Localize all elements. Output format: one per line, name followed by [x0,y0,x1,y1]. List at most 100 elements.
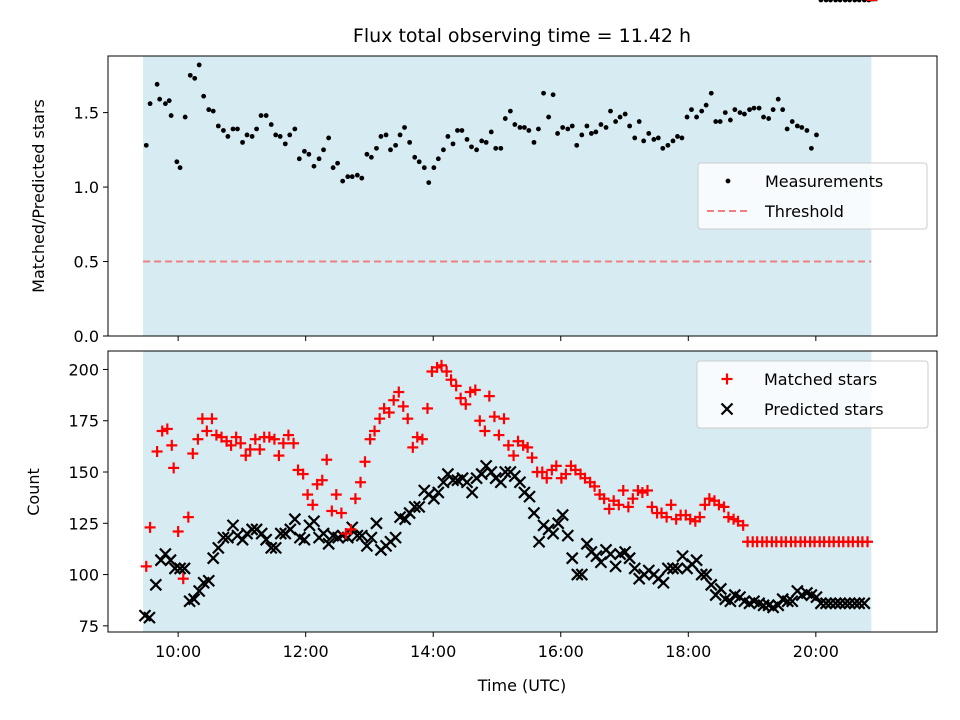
predicted-point [432,486,445,499]
measurement-point [814,132,819,138]
measurement-point [235,126,240,132]
measurement-point [450,141,456,147]
matched-point [627,493,639,505]
matched-point [483,390,495,402]
matched-point [345,523,357,535]
matched-point [355,476,367,488]
predicted-point [307,514,321,528]
matched-point [536,466,548,478]
bottom-y-tick-label: 125 [68,514,99,533]
predicted-point [245,523,259,536]
predicted-point [781,594,795,608]
measurement-point [613,119,619,124]
predicted-point [618,545,632,559]
predicted-point [704,578,718,592]
predicted-point [168,562,182,575]
measurement-point [603,125,609,130]
predicted-point [575,568,589,581]
measurement-point [818,0,824,3]
matched-point [436,359,448,371]
measurement-point [617,114,623,120]
matched-point [718,501,730,513]
top-panel: 0.0 0.5 1.0 1.5 Matched/Predicted stars Mea… [29,0,938,346]
measurement-point [254,126,259,132]
bottom-y-tick-label: 200 [68,360,99,379]
matched-point [397,400,409,412]
matched-point [550,460,562,472]
predicted-point [192,584,206,598]
matched-point [201,425,213,437]
predicted-point [561,529,575,542]
predicted-point [288,512,302,526]
matched-point [603,503,615,515]
measurement-point [282,141,288,147]
matched-point [206,413,218,425]
measurement-point [833,0,839,3]
matched-point [411,431,423,443]
predicted-point [298,533,311,546]
predicted-point [604,547,617,561]
matched-point [737,519,749,531]
measurement-point [713,119,719,124]
top-y-axis: 0.0 0.5 1.0 1.5 [74,104,108,346]
measurement-point [268,122,274,127]
matched-point [192,433,204,445]
measurement-point [306,151,312,157]
matched-point [235,437,247,449]
predicted-point [810,590,823,604]
measurement-point [665,142,671,148]
predicted-point [484,465,498,479]
predicted-point [590,549,603,563]
predicted-point [355,529,369,542]
predicted-point [623,551,636,565]
matched-point [166,439,178,451]
measurement-point [636,119,642,124]
matched-point [508,450,520,462]
measurement-point [598,122,604,127]
measurement-point [708,90,714,96]
predicted-point [666,562,680,575]
measurement-point [660,145,666,151]
predicted-point [217,531,230,544]
measurement-point [560,125,566,130]
measurement-point [531,139,537,145]
predicted-point [499,465,512,479]
bottom-plot-frame [107,350,938,633]
measurement-point [780,107,786,113]
measurement-point [789,119,795,124]
measurement-point [852,0,858,3]
matched-point [416,433,428,445]
predicted-point [814,597,828,610]
measurement-point [684,114,690,120]
matched-point [402,413,414,425]
predicted-point [412,500,426,514]
predicted-point [565,551,579,565]
measurement-point [426,180,432,185]
predicted-point [628,562,642,575]
matched-point [474,415,486,427]
measurement-point [302,148,307,154]
measurement-point [842,0,848,3]
matched-point [140,560,152,572]
matched-point [488,411,500,423]
matched-point [307,499,319,511]
measurement-point [225,134,231,139]
matched-point [349,493,361,505]
matched-point [598,493,610,505]
measurement-point [154,81,160,87]
measurement-point [584,123,590,129]
predicted-point [149,578,163,592]
measurement-point [287,132,293,138]
predicted-point [460,475,474,489]
measurement-point [221,128,226,133]
measurement-point [162,101,168,107]
bottom-y-tick-label: 75 [79,617,99,636]
matched-point [450,380,462,392]
measurement-point [340,178,346,184]
measurement-point [517,125,523,130]
predicted-point [264,541,278,555]
matched-point [684,513,696,525]
measurement-point [689,107,694,113]
measurement-point [737,110,743,115]
